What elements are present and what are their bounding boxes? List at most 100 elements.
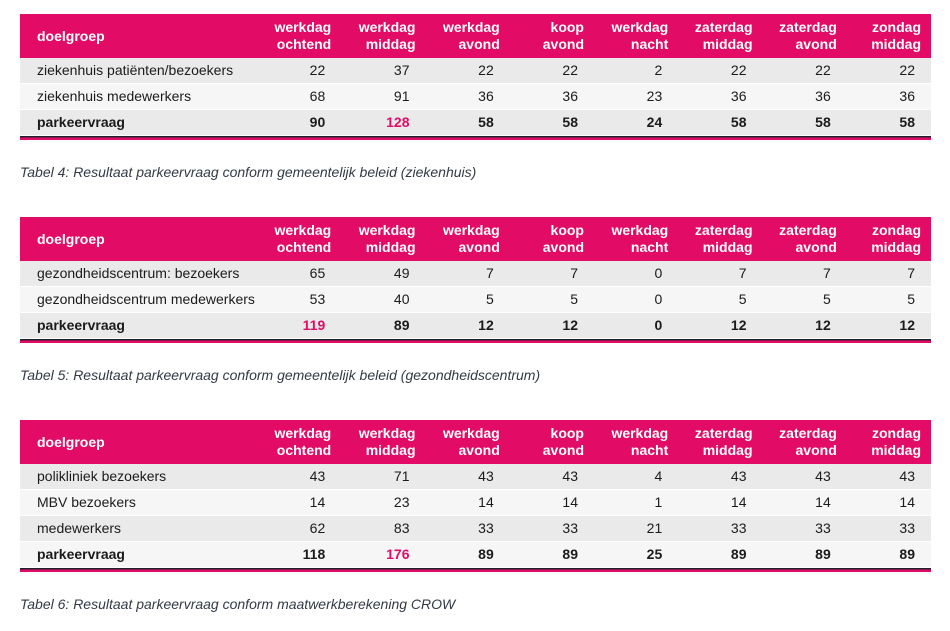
table-caption: Tabel 4: Resultaat parkeervraag conform … bbox=[20, 164, 477, 180]
column-header-line2: middag bbox=[871, 36, 921, 52]
document-page: doelgroep werkdag ochtend werkdag middag werk… bbox=[20, 14, 931, 613]
column-header-line1: koop bbox=[550, 222, 584, 238]
value-cell: 1 bbox=[594, 489, 679, 516]
value-cell: 22 bbox=[678, 58, 763, 84]
column-header: werkdag avond bbox=[425, 420, 510, 464]
data-row: gezondheidscentrum: bezoekers 65 49 7 7 0 7 7 7 bbox=[20, 261, 931, 287]
column-header-doelgroep: doelgroep bbox=[20, 14, 257, 58]
row-label-cell: MBV bezoekers bbox=[20, 489, 257, 516]
value-cell: 71 bbox=[341, 464, 426, 490]
column-header-line1: werkdag bbox=[274, 19, 332, 35]
value-cell: 118 bbox=[257, 541, 342, 568]
value-cell: 0 bbox=[594, 286, 679, 313]
column-header: werkdag middag bbox=[341, 217, 426, 261]
column-header: werkdag middag bbox=[341, 14, 426, 58]
column-header-line1: werkdag bbox=[611, 425, 669, 441]
column-header-line1: zaterdag bbox=[694, 19, 753, 35]
value-cell: 33 bbox=[509, 515, 594, 542]
header-row: doelgroep werkdag ochtend werkdag middag werk… bbox=[20, 420, 931, 464]
column-header-doelgroep: doelgroep bbox=[20, 420, 257, 464]
value-cell: 119 bbox=[257, 312, 342, 339]
table-section-tabel-4: doelgroep werkdag ochtend werkdag middag werk… bbox=[20, 14, 931, 181]
column-header-line1: zaterdag bbox=[694, 425, 753, 441]
column-header: werkdag avond bbox=[425, 14, 510, 58]
parking-table: doelgroep werkdag ochtend werkdag middag werk… bbox=[20, 217, 931, 339]
column-header-line2: avond bbox=[795, 36, 837, 52]
value-cell: 43 bbox=[425, 464, 510, 490]
data-row: polikliniek bezoekers 43 71 43 43 4 43 43 43 bbox=[20, 464, 931, 490]
value-cell: 58 bbox=[425, 109, 510, 136]
column-header-line1: zaterdag bbox=[779, 19, 837, 35]
data-row: gezondheidscentrum medewerkers 53 40 5 5 0 5 5 5 bbox=[20, 286, 931, 313]
value-cell: 36 bbox=[678, 83, 763, 110]
value-cell: 5 bbox=[678, 286, 763, 313]
column-header-doelgroep: doelgroep bbox=[20, 217, 257, 261]
row-label-cell: parkeervraag bbox=[20, 312, 257, 339]
value-cell: 23 bbox=[341, 489, 426, 516]
column-header-line2: nacht bbox=[630, 239, 669, 255]
column-header-line1: werkdag bbox=[442, 19, 500, 35]
column-header: koop avond bbox=[509, 14, 594, 58]
column-header-line1: werkdag bbox=[358, 425, 416, 441]
header-row: doelgroep werkdag ochtend werkdag middag werk… bbox=[20, 14, 931, 58]
row-label-cell: ziekenhuis medewerkers bbox=[20, 83, 257, 110]
value-cell: 36 bbox=[846, 83, 931, 110]
column-header: werkdag ochtend bbox=[257, 217, 342, 261]
value-cell: 5 bbox=[425, 286, 510, 313]
column-header-line2: middag bbox=[365, 239, 416, 255]
value-cell: 0 bbox=[594, 261, 679, 287]
column-header-line1: werkdag bbox=[358, 222, 416, 238]
row-label-cell: polikliniek bezoekers bbox=[20, 464, 257, 490]
row-label-cell: gezondheidscentrum: bezoekers bbox=[20, 261, 257, 287]
column-header-line2: ochtend bbox=[276, 442, 332, 458]
value-cell: 7 bbox=[846, 261, 931, 287]
parking-table-host: doelgroep werkdag ochtend werkdag middag werk… bbox=[20, 420, 931, 568]
value-cell: 91 bbox=[341, 83, 426, 110]
value-cell: 62 bbox=[257, 515, 342, 542]
column-header: zaterdag middag bbox=[678, 14, 763, 58]
column-header-line1: zaterdag bbox=[694, 222, 753, 238]
value-cell: 89 bbox=[762, 541, 847, 568]
column-header-line2: avond bbox=[542, 239, 584, 255]
value-cell: 83 bbox=[341, 515, 426, 542]
column-header: zaterdag middag bbox=[678, 217, 763, 261]
value-cell: 43 bbox=[257, 464, 342, 490]
table-bottom-rule bbox=[20, 339, 931, 343]
column-header-line2: middag bbox=[702, 239, 753, 255]
value-cell: 12 bbox=[762, 312, 847, 339]
table-body: polikliniek bezoekers 43 71 43 43 4 43 43 43 MBV … bbox=[20, 464, 931, 568]
row-label-cell: parkeervraag bbox=[20, 541, 257, 568]
column-header: werkdag ochtend bbox=[257, 14, 342, 58]
column-header-line1: werkdag bbox=[442, 425, 500, 441]
value-cell: 43 bbox=[678, 464, 763, 490]
data-row: medewerkers 62 83 33 33 21 33 33 33 bbox=[20, 515, 931, 542]
value-cell: 89 bbox=[509, 541, 594, 568]
value-cell: 14 bbox=[509, 489, 594, 516]
data-row: MBV bezoekers 14 23 14 14 1 14 14 14 bbox=[20, 489, 931, 516]
data-row: ziekenhuis patiënten/bezoekers 22 37 22 22 2 2… bbox=[20, 58, 931, 84]
total-row: parkeervraag 119 89 12 12 0 12 12 12 bbox=[20, 312, 931, 339]
column-header-line2: middag bbox=[365, 36, 416, 52]
value-cell: 36 bbox=[509, 83, 594, 110]
row-label-cell: parkeervraag bbox=[20, 109, 257, 136]
column-header: zaterdag avond bbox=[762, 14, 847, 58]
value-cell: 58 bbox=[509, 109, 594, 136]
value-cell: 22 bbox=[257, 58, 342, 84]
column-header-line1: werkdag bbox=[442, 222, 500, 238]
value-cell: 43 bbox=[509, 464, 594, 490]
value-cell: 43 bbox=[846, 464, 931, 490]
value-cell: 7 bbox=[425, 261, 510, 287]
column-header-line1: zondag bbox=[872, 19, 921, 35]
column-header: werkdag nacht bbox=[594, 217, 679, 261]
column-header-line1: zondag bbox=[872, 222, 921, 238]
column-header: zaterdag avond bbox=[762, 420, 847, 464]
column-header-line2: avond bbox=[458, 36, 500, 52]
value-cell: 22 bbox=[425, 58, 510, 84]
parking-table: doelgroep werkdag ochtend werkdag middag werk… bbox=[20, 420, 931, 568]
value-cell: 7 bbox=[762, 261, 847, 287]
value-cell: 89 bbox=[425, 541, 510, 568]
value-cell: 33 bbox=[425, 515, 510, 542]
column-header: zaterdag middag bbox=[678, 420, 763, 464]
data-row: ziekenhuis medewerkers 68 91 36 36 23 36 36 36 bbox=[20, 83, 931, 110]
value-cell: 33 bbox=[678, 515, 763, 542]
